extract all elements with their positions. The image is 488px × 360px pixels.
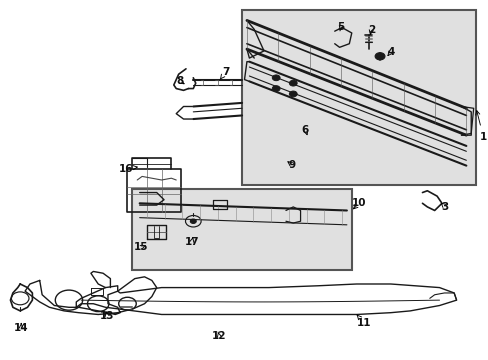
Text: 15: 15 bbox=[134, 242, 148, 252]
Text: 16: 16 bbox=[119, 163, 137, 174]
Text: 7: 7 bbox=[220, 67, 229, 80]
Circle shape bbox=[374, 53, 384, 60]
Text: 3: 3 bbox=[440, 202, 448, 212]
FancyBboxPatch shape bbox=[242, 10, 475, 185]
Circle shape bbox=[289, 80, 297, 86]
Text: 14: 14 bbox=[14, 323, 28, 333]
Text: 12: 12 bbox=[211, 331, 226, 341]
Text: 6: 6 bbox=[301, 125, 308, 135]
Circle shape bbox=[289, 91, 297, 97]
Text: 2: 2 bbox=[367, 25, 374, 35]
Text: 8: 8 bbox=[176, 76, 183, 86]
Circle shape bbox=[272, 86, 280, 91]
Text: 13: 13 bbox=[100, 311, 114, 320]
Text: 5: 5 bbox=[337, 22, 344, 32]
Text: 4: 4 bbox=[386, 47, 394, 57]
FancyBboxPatch shape bbox=[132, 189, 351, 270]
Text: 11: 11 bbox=[356, 315, 370, 328]
Text: 17: 17 bbox=[184, 237, 199, 247]
Text: 1: 1 bbox=[475, 111, 486, 142]
Text: 9: 9 bbox=[287, 160, 295, 170]
Text: 10: 10 bbox=[351, 198, 366, 209]
Circle shape bbox=[272, 75, 280, 81]
Circle shape bbox=[190, 219, 196, 224]
